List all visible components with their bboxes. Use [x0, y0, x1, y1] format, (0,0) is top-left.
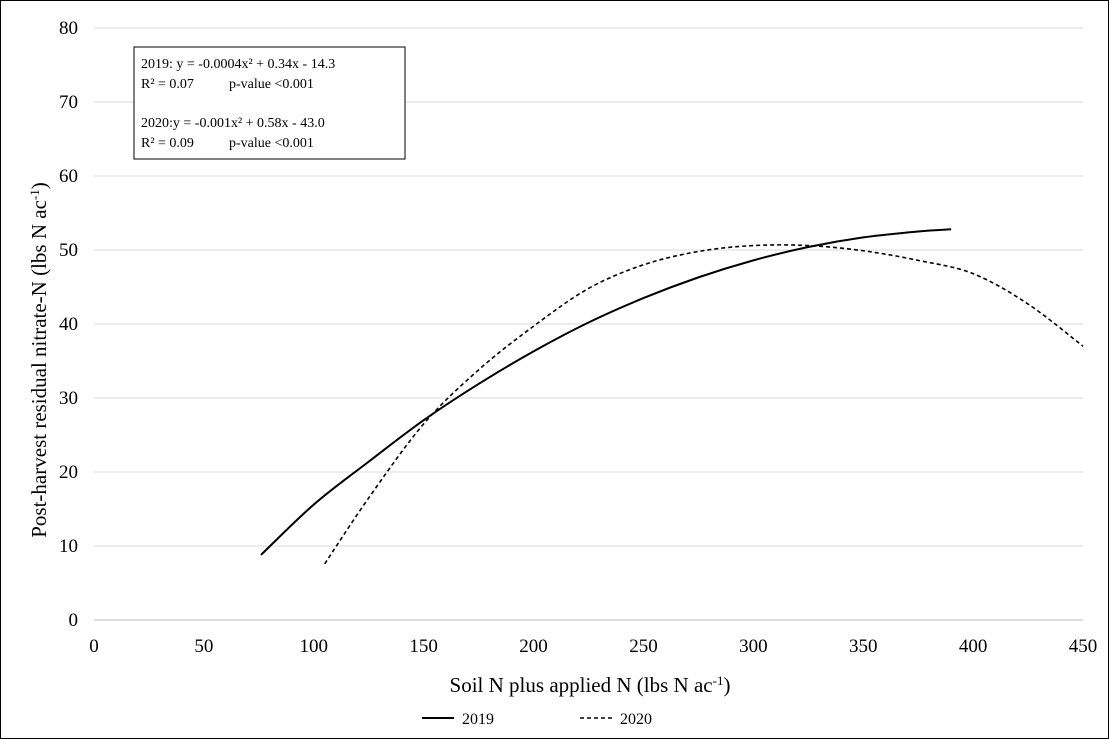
- y-tick-label-20: 20: [59, 462, 78, 483]
- series-line-2020: [324, 244, 1084, 565]
- x-tick-label-100: 100: [300, 636, 329, 657]
- y-tick-label-70: 70: [59, 92, 78, 113]
- annotation-r2-2020: R² = 0.09: [141, 136, 194, 151]
- y-tick-label-40: 40: [59, 314, 78, 335]
- x-tick-label-300: 300: [739, 636, 768, 657]
- series-line-2019: [260, 228, 952, 556]
- annotation-equation-2020: 2020:y = -0.001x² + 0.58x - 43.0: [141, 116, 325, 131]
- legend-label-2020: 2020: [620, 711, 652, 728]
- y-tick-label-50: 50: [59, 240, 78, 261]
- y-axis-title: Post-harvest residual nitrate-N (lbs N a…: [27, 182, 52, 538]
- y-tick-label-30: 30: [59, 388, 78, 409]
- annotation-box: [133, 46, 406, 160]
- grid-lines: [94, 27, 1083, 547]
- x-tick-label-450: 450: [1069, 636, 1098, 657]
- y-tick-label-80: 80: [59, 18, 78, 39]
- y-tick-labels: 0 10 20 30 40 50 60 70 80: [59, 18, 78, 631]
- x-tick-label-50: 50: [194, 636, 213, 657]
- legend-label-2019: 2019: [462, 711, 494, 728]
- series-lines: [260, 228, 1084, 565]
- legend: 2019 2020: [422, 711, 652, 728]
- x-tick-label-250: 250: [629, 636, 658, 657]
- regression-annotation: 2019: y = -0.0004x² + 0.34x - 14.3 R² = …: [133, 46, 406, 160]
- x-tick-label-400: 400: [959, 636, 988, 657]
- x-tick-label-150: 150: [409, 636, 438, 657]
- annotation-r2-2019: R² = 0.07: [141, 77, 194, 92]
- x-tick-label-0: 0: [89, 636, 99, 657]
- annotation-equation-2019: 2019: y = -0.0004x² + 0.34x - 14.3: [141, 57, 335, 72]
- annotation-pvalue-2020: p-value <0.001: [229, 136, 314, 151]
- x-tick-label-350: 350: [849, 636, 878, 657]
- x-axis-title: Soil N plus applied N (lbs N ac-1): [450, 673, 731, 698]
- y-tick-label-60: 60: [59, 166, 78, 187]
- x-tick-label-200: 200: [519, 636, 548, 657]
- y-tick-label-0: 0: [69, 610, 79, 631]
- annotation-pvalue-2019: p-value <0.001: [229, 77, 314, 92]
- y-tick-label-10: 10: [59, 536, 78, 557]
- x-tick-labels: 0 50 100 150 200 250 300 350 400 450: [89, 636, 1097, 657]
